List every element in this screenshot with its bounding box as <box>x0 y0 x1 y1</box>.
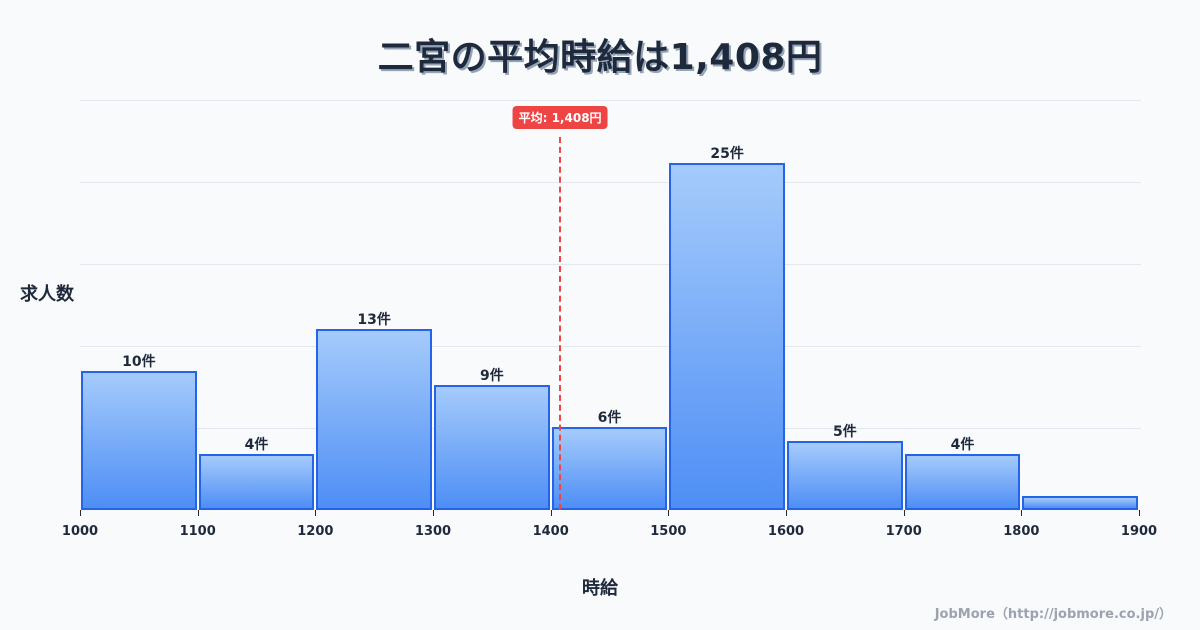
bar-count-label: 5件 <box>832 423 857 440</box>
x-tick-label: 1900 <box>1120 524 1158 539</box>
x-tick-label: 1000 <box>61 524 99 539</box>
x-tick <box>668 510 670 516</box>
bar-count-label: 9件 <box>479 367 504 384</box>
histogram-plot: 10件 4件 13件 9件 6件 25件 5件 4件 1000 1100 1200 1300 1400 1… <box>62 100 1157 539</box>
gridline <box>80 346 1141 347</box>
x-axis-label: 時給 <box>582 578 618 599</box>
source-credit: JobMore（http://jobmore.co.jp/） <box>934 607 1172 622</box>
chart-title: 二宮の平均時給は1,408円 <box>377 37 823 78</box>
bar-count-label: 25件 <box>710 145 744 162</box>
histogram-bar <box>81 371 197 510</box>
x-tick <box>1021 510 1023 516</box>
bar-count-label: 10件 <box>122 354 156 371</box>
bar-count-label: 4件 <box>244 437 269 454</box>
x-tick <box>903 510 905 516</box>
histogram-bar <box>198 454 315 510</box>
bar-count-label: 4件 <box>950 437 975 454</box>
mean-line <box>559 137 562 510</box>
x-tick <box>550 510 552 516</box>
x-tick <box>315 510 317 516</box>
x-tick-label: 1100 <box>179 524 216 539</box>
bar-count-label: 6件 <box>597 409 622 426</box>
x-tick <box>197 510 199 516</box>
x-tick-label: 1800 <box>1003 524 1040 539</box>
x-tick <box>433 510 434 516</box>
histogram-bar <box>434 384 550 510</box>
x-tick-label: 1500 <box>650 524 687 539</box>
x-tick <box>80 510 81 516</box>
x-tick <box>786 510 787 516</box>
gridline <box>80 182 1141 183</box>
histogram-bar <box>551 426 668 510</box>
x-tick <box>1139 510 1140 516</box>
mean-badge: 平均: 1,408円 <box>512 106 608 129</box>
x-tick-label: 1600 <box>767 524 805 539</box>
gridline <box>80 100 1141 101</box>
y-axis-label: 求人数 <box>20 284 74 305</box>
x-tick-label: 1300 <box>414 524 452 539</box>
gridline <box>80 264 1141 265</box>
histogram-bar <box>316 329 432 510</box>
histogram-bar <box>669 162 785 510</box>
bar-count-label: 13件 <box>357 312 391 329</box>
x-tick-label: 1400 <box>532 524 569 539</box>
histogram-bar <box>1022 496 1138 510</box>
histogram-bar <box>904 454 1021 510</box>
x-tick-label: 1200 <box>297 524 334 539</box>
histogram-bar <box>787 440 903 510</box>
x-tick-label: 1700 <box>885 524 922 539</box>
